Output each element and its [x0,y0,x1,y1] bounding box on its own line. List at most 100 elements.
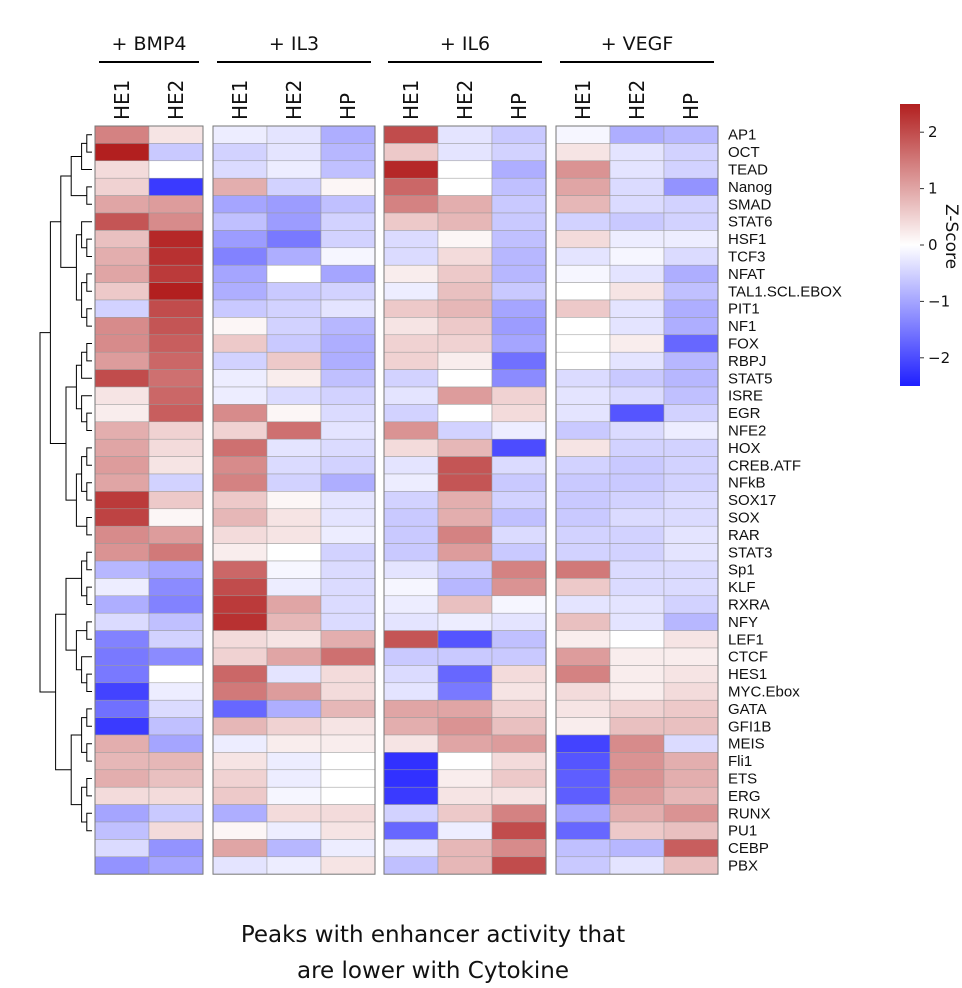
heatmap-cell [609,578,665,597]
heatmap-cell [437,839,493,858]
caption-line-2: are lower with Cytokine [296,958,569,984]
heatmap-cell [555,421,611,440]
heatmap-cell [148,717,204,736]
dendrogram-branch [81,560,87,597]
heatmap-cell [266,491,322,510]
heatmap-cell [266,317,322,336]
heatmap-cell [555,282,611,301]
heatmap-cell [148,351,204,370]
heatmap-cell [491,334,547,353]
heatmap-cell [383,578,439,597]
heatmap-cell [320,334,376,353]
panel-border [212,125,376,875]
heatmap-cell [320,682,376,701]
row-label: EGR [728,405,761,422]
heatmap-cell [437,804,493,823]
heatmap-cell [383,665,439,684]
heatmap-cell [94,456,150,475]
heatmap-cell [555,125,611,144]
dendrogram-branch [65,386,77,501]
row-label: Sp1 [728,562,755,579]
heatmap-cell [212,264,268,283]
heatmap-cell [491,491,547,510]
heatmap-cell [212,177,268,196]
heatmap-cell [320,421,376,440]
dendrogram-branch [86,708,92,727]
heatmap-cell [320,612,376,631]
heatmap-cell [320,317,376,336]
heatmap-cell [320,212,376,231]
column-label: HE1 [571,80,595,120]
dendrogram-branch [39,332,56,693]
heatmap-cell [609,125,665,144]
heatmap-cell [148,734,204,753]
heatmap-cell [437,543,493,562]
heatmap-cell [491,421,547,440]
row-label: AP1 [728,127,756,144]
heatmap-cell [148,839,204,858]
heatmap-cell [383,734,439,753]
heatmap-cell [266,665,322,684]
heatmap-cell [320,647,376,666]
heatmap-cell [555,804,611,823]
heatmap-cell [212,369,268,388]
heatmap-cell [491,264,547,283]
heatmap-cell [266,856,322,875]
heatmap-cell [320,491,376,510]
heatmap-cell [266,578,322,597]
heatmap-cell [94,438,150,457]
dendrogram-branch [86,238,92,257]
dendrogram-branch [86,447,92,466]
heatmap-cell [491,630,547,649]
heatmap-cell [212,456,268,475]
heatmap-cell [555,386,611,405]
heatmap-cell [94,264,150,283]
heatmap-cell [94,699,150,718]
heatmap-cell [609,160,665,179]
group-label: + BMP4 [112,33,187,55]
heatmap-cell [212,421,268,440]
heatmap-cell [266,264,322,283]
heatmap-cell [320,856,376,875]
heatmap-cell [555,369,611,388]
heatmap-cell [663,839,719,858]
heatmap-cell [555,560,611,579]
heatmap-cell [491,212,547,231]
heatmap-cell [212,856,268,875]
heatmap-cell [663,525,719,544]
heatmap-cell [266,630,322,649]
heatmap-cell [212,508,268,527]
heatmap-cell [663,177,719,196]
heatmap-cell [491,456,547,475]
heatmap-cell [437,786,493,805]
dendrogram-branch [70,155,87,197]
heatmap-cell [266,334,322,353]
heatmap-cell [94,491,150,510]
row-label: MYC.Ebox [728,684,800,701]
heatmap-cell [212,160,268,179]
heatmap-cell [663,334,719,353]
heatmap-cell [663,682,719,701]
heatmap-cell [266,525,322,544]
heatmap-cell [437,491,493,510]
heatmap-cell [609,560,665,579]
heatmap-cell [212,578,268,597]
heatmap-cell [148,491,204,510]
heatmap-cell [320,473,376,492]
heatmap-cell [148,630,204,649]
heatmap-cell [320,264,376,283]
heatmap-cell [383,769,439,788]
heatmap-cell [609,647,665,666]
heatmap-cell [266,299,322,318]
heatmap-cell [663,491,719,510]
heatmap-cell [148,665,204,684]
heatmap-cell [94,682,150,701]
heatmap-cell [383,195,439,214]
heatmap-cell [609,508,665,527]
heatmap-cell [212,299,268,318]
heatmap-cell [212,821,268,840]
heatmap-cell [555,821,611,840]
heatmap-cell [491,317,547,336]
heatmap-cell [383,143,439,162]
heatmap-cell [148,334,204,353]
